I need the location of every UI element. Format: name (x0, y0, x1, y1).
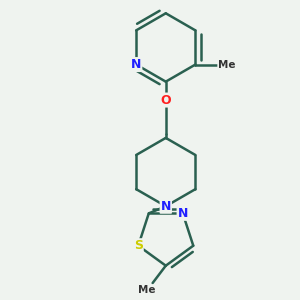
Text: N: N (160, 200, 171, 213)
Text: Me: Me (138, 285, 155, 296)
Text: S: S (134, 239, 143, 252)
Text: Me: Me (218, 60, 236, 70)
Text: N: N (131, 58, 141, 71)
Text: N: N (178, 207, 188, 220)
Text: O: O (160, 94, 171, 106)
